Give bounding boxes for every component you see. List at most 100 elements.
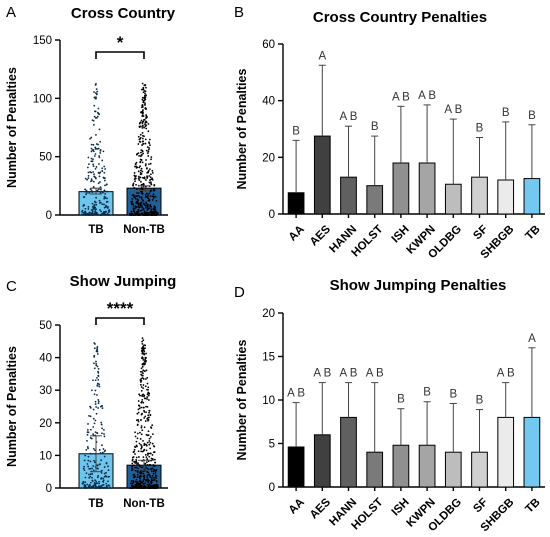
data-point	[150, 156, 153, 159]
data-point	[153, 211, 156, 214]
bar	[523, 416, 541, 488]
data-point	[148, 211, 151, 214]
data-point	[128, 213, 131, 216]
data-point	[90, 178, 93, 181]
data-point	[136, 198, 139, 201]
data-point	[97, 107, 100, 110]
data-point	[144, 92, 146, 95]
data-point	[148, 204, 151, 207]
data-point	[147, 479, 150, 482]
data-point	[139, 133, 142, 136]
data-point	[132, 476, 135, 479]
y-tick-label: 30	[39, 385, 52, 397]
data-point	[94, 461, 96, 464]
group-letter: B	[449, 388, 457, 400]
data-point	[142, 109, 144, 111]
data-point	[97, 171, 100, 174]
bar	[444, 183, 462, 215]
data-point	[98, 449, 101, 451]
data-point	[149, 468, 152, 471]
data-point	[139, 155, 142, 158]
group-letter: B	[528, 110, 536, 122]
data-point	[95, 364, 98, 367]
data-point	[91, 202, 94, 205]
data-point	[92, 465, 95, 467]
data-point	[150, 210, 152, 213]
data-point	[82, 211, 85, 214]
data-point	[147, 194, 149, 197]
data-point	[140, 487, 143, 489]
data-point	[130, 480, 133, 482]
data-point	[96, 384, 99, 387]
data-point	[140, 425, 143, 427]
data-point	[141, 347, 144, 350]
data-point	[135, 210, 138, 213]
bar	[287, 446, 305, 488]
data-point	[103, 195, 106, 198]
data-point	[151, 475, 154, 477]
data-point	[89, 405, 92, 408]
data-point	[103, 214, 105, 216]
data-point	[85, 192, 88, 194]
x-tick-label: SF	[471, 223, 490, 242]
data-point	[93, 367, 96, 370]
data-point	[135, 466, 138, 469]
data-point	[136, 476, 139, 479]
data-point	[155, 486, 158, 489]
data-point	[139, 138, 142, 140]
data-point	[137, 400, 140, 402]
data-point	[135, 183, 137, 186]
data-point	[154, 484, 157, 486]
data-point	[147, 213, 150, 216]
data-point	[142, 440, 144, 442]
data-point	[139, 176, 142, 179]
data-point	[103, 203, 105, 206]
bar	[471, 451, 488, 488]
data-point	[90, 136, 93, 139]
data-point	[150, 214, 153, 216]
data-point	[88, 414, 90, 417]
data-point	[141, 342, 144, 345]
data-point	[143, 394, 146, 397]
data-point	[145, 466, 148, 469]
y-tick-label: 0	[46, 483, 52, 495]
data-point	[140, 433, 143, 436]
data-point	[139, 383, 142, 386]
bar	[444, 451, 462, 488]
data-point	[146, 205, 149, 208]
data-point	[99, 181, 101, 183]
data-point	[135, 206, 137, 209]
panel-title: Show Jumping Penalties	[330, 277, 507, 294]
data-point	[87, 455, 90, 458]
data-point	[151, 442, 154, 445]
data-point	[87, 423, 89, 425]
data-point	[141, 412, 144, 415]
data-point	[94, 389, 97, 392]
data-point	[84, 190, 87, 193]
data-point	[84, 476, 87, 479]
data-point	[144, 385, 147, 388]
data-point	[144, 378, 147, 380]
data-point	[81, 213, 83, 216]
data-point	[149, 173, 152, 176]
data-point	[88, 473, 90, 476]
data-point	[142, 152, 145, 155]
y-tick-label: 15	[262, 352, 275, 364]
data-point	[149, 435, 152, 438]
data-point	[141, 365, 144, 368]
data-point	[139, 180, 142, 183]
data-point	[92, 408, 95, 411]
data-point	[139, 394, 141, 397]
data-point	[137, 420, 140, 423]
data-point	[137, 192, 140, 195]
data-point	[146, 464, 149, 466]
data-point	[96, 365, 99, 368]
data-point	[83, 469, 86, 472]
data-point	[147, 414, 150, 417]
data-point	[141, 134, 144, 137]
group-letter: A B	[418, 90, 436, 102]
data-point	[144, 211, 147, 214]
data-point	[92, 119, 95, 122]
bar	[313, 135, 331, 215]
data-point	[144, 193, 147, 196]
